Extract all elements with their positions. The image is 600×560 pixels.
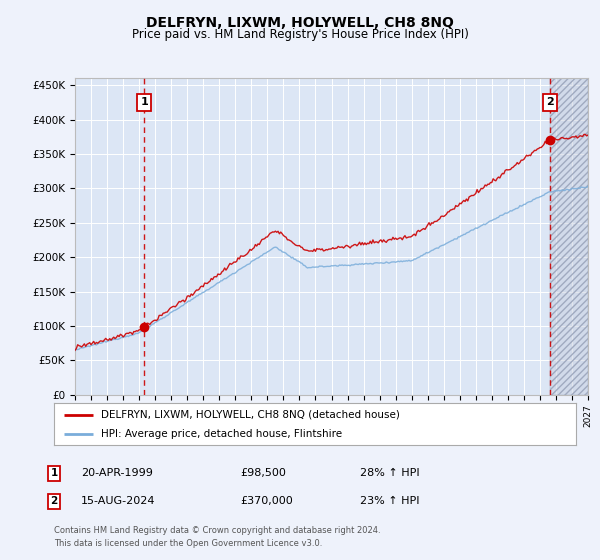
Text: 1: 1 — [50, 468, 58, 478]
Text: DELFRYN, LIXWM, HOLYWELL, CH8 8NQ: DELFRYN, LIXWM, HOLYWELL, CH8 8NQ — [146, 16, 454, 30]
Text: DELFRYN, LIXWM, HOLYWELL, CH8 8NQ (detached house): DELFRYN, LIXWM, HOLYWELL, CH8 8NQ (detac… — [101, 409, 400, 419]
Text: 1: 1 — [140, 97, 148, 108]
Text: 23% ↑ HPI: 23% ↑ HPI — [360, 496, 419, 506]
Text: Price paid vs. HM Land Registry's House Price Index (HPI): Price paid vs. HM Land Registry's House … — [131, 28, 469, 41]
Text: 2: 2 — [50, 496, 58, 506]
Text: HPI: Average price, detached house, Flintshire: HPI: Average price, detached house, Flin… — [101, 429, 342, 439]
Text: 20-APR-1999: 20-APR-1999 — [81, 468, 153, 478]
Text: 15-AUG-2024: 15-AUG-2024 — [81, 496, 155, 506]
Text: £370,000: £370,000 — [240, 496, 293, 506]
Text: Contains HM Land Registry data © Crown copyright and database right 2024.: Contains HM Land Registry data © Crown c… — [54, 526, 380, 535]
Text: £98,500: £98,500 — [240, 468, 286, 478]
Text: This data is licensed under the Open Government Licence v3.0.: This data is licensed under the Open Gov… — [54, 539, 322, 548]
Text: 2: 2 — [546, 97, 554, 108]
Text: 28% ↑ HPI: 28% ↑ HPI — [360, 468, 419, 478]
